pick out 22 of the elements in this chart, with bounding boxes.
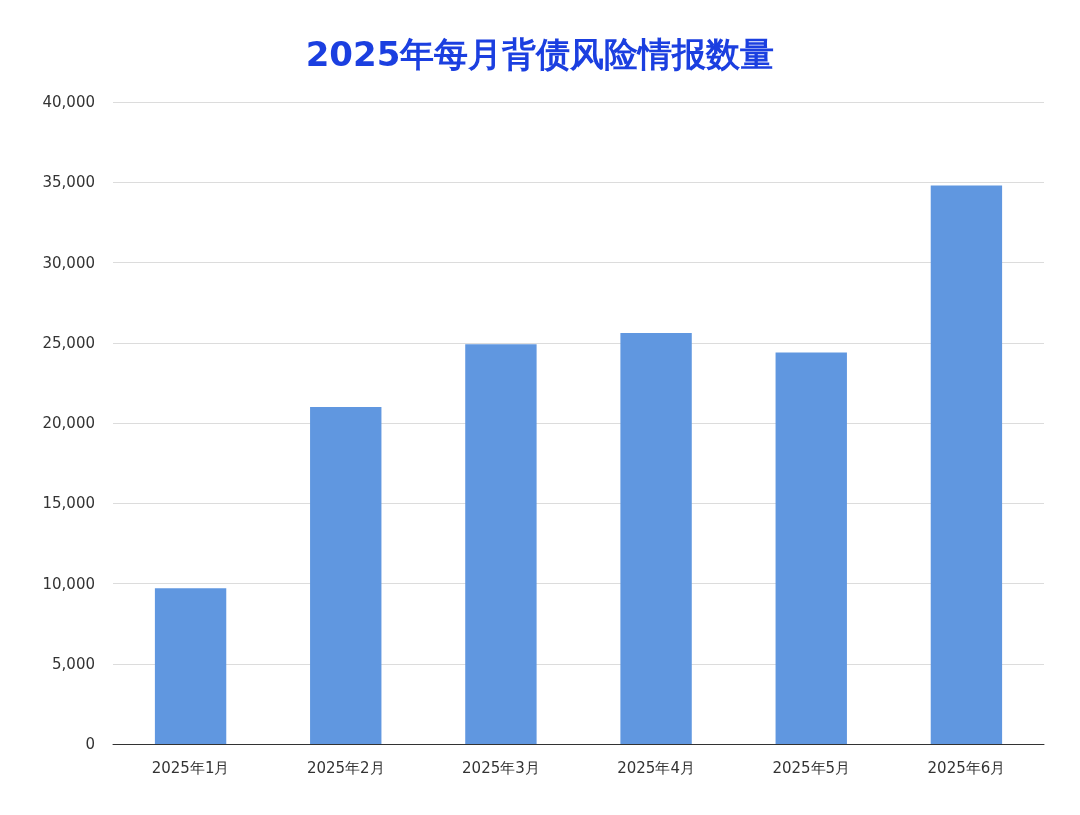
y-tick-label: 15,000: [42, 494, 95, 513]
chart-title: 2025年每月背债风险情报数量: [305, 34, 775, 74]
x-tick-label: 2025年5月: [772, 758, 851, 777]
y-tick-label: 30,000: [42, 253, 95, 272]
y-tick-label: 20,000: [42, 414, 95, 432]
bar: [310, 406, 382, 744]
y-tick-label: 0: [85, 735, 95, 753]
y-tick-label: 25,000: [42, 333, 95, 352]
x-tick-label: 2025年6月: [927, 758, 1006, 777]
bar: [465, 344, 537, 744]
bar: [775, 352, 847, 744]
y-tick-label: 40,000: [42, 93, 95, 111]
bar: [930, 185, 1003, 744]
x-tick-label: 2025年4月: [617, 758, 695, 777]
y-tick-label: 10,000: [42, 574, 95, 593]
x-tick-label: 2025年2月: [306, 758, 385, 777]
bar: [620, 333, 692, 744]
x-tick-label: 2025年1月: [151, 758, 230, 777]
x-tick-label: 2025年3月: [462, 758, 540, 777]
y-tick-label: 35,000: [42, 173, 95, 192]
bar: [154, 588, 227, 744]
y-tick-label: 5,000: [52, 654, 95, 673]
